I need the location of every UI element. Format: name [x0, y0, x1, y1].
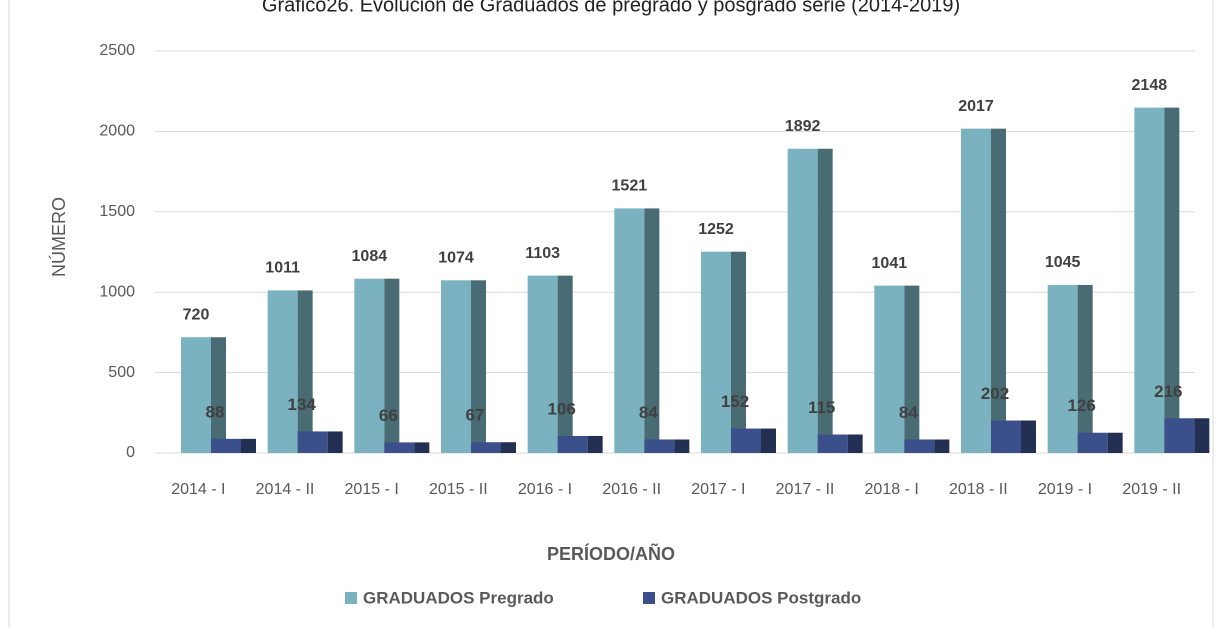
data-label: 1521 [612, 178, 648, 195]
bar-side [414, 442, 430, 453]
data-label: 88 [206, 402, 225, 421]
legend-swatch [643, 592, 655, 604]
data-label: 66 [379, 406, 398, 425]
bar [787, 148, 818, 453]
bar [1077, 432, 1108, 453]
bar [817, 434, 848, 453]
bar [181, 337, 211, 453]
x-tick-label: 2015 - II [429, 481, 488, 498]
chart-frame [8, 0, 1214, 628]
data-label: 126 [1067, 396, 1095, 415]
bar-side [384, 278, 400, 453]
x-tick-label: 2019 - II [1122, 481, 1181, 498]
bar-side [587, 435, 603, 453]
bar [384, 442, 415, 453]
data-label: 1084 [352, 248, 388, 265]
bar [731, 428, 761, 453]
x-tick-label: 2018 - II [949, 481, 1008, 498]
bar [874, 285, 905, 453]
data-label: 1011 [265, 260, 300, 277]
bar-side [674, 439, 690, 453]
bar-side [1194, 418, 1210, 453]
data-label: 1103 [525, 245, 560, 262]
x-tick-label: 2017 - II [776, 481, 835, 498]
bar [527, 275, 558, 453]
x-axis-title: PERÍODO/AÑO [547, 543, 675, 564]
bar-side [847, 434, 863, 453]
bar [991, 420, 1021, 453]
x-tick-label: 2015 - I [345, 481, 399, 498]
bar-side [731, 251, 746, 453]
data-label: 216 [1154, 382, 1182, 401]
bar [267, 290, 298, 453]
data-label: 84 [899, 403, 918, 422]
bar-side [501, 442, 516, 453]
bar-side [1107, 432, 1123, 453]
bar [471, 442, 501, 453]
legend-label: GRADUADOS Pregrado [363, 588, 554, 607]
data-label: 106 [547, 399, 575, 418]
bar [904, 439, 935, 453]
bar [701, 251, 731, 453]
bar-side [991, 128, 1006, 454]
bar [354, 278, 385, 453]
legend-label: GRADUADOS Postgrado [661, 588, 861, 607]
bar [1134, 107, 1165, 454]
bar-side [817, 148, 833, 453]
data-label: 1892 [785, 118, 821, 135]
y-tick-label: 1500 [99, 203, 135, 220]
bar-side [557, 275, 573, 453]
bar [961, 128, 991, 454]
bar-side [934, 439, 950, 453]
y-tick-label: 1000 [99, 283, 135, 300]
bar [1164, 418, 1195, 453]
data-label: 152 [721, 392, 749, 411]
data-label: 2148 [1132, 77, 1168, 94]
bar-side [761, 428, 776, 453]
data-label: 720 [183, 306, 210, 323]
data-label: 67 [466, 406, 485, 425]
bar-side [1164, 107, 1180, 454]
bar-side [1021, 420, 1036, 453]
bar [557, 435, 588, 453]
chart-title: Gráfico26. Evolución de Graduados de pre… [262, 0, 960, 16]
data-label: 1045 [1045, 254, 1081, 271]
bar-side [904, 285, 920, 453]
data-label: 1074 [438, 250, 474, 267]
data-label: 115 [808, 398, 835, 417]
bar [441, 280, 471, 453]
x-tick-label: 2016 - I [518, 481, 572, 498]
data-label: 1252 [698, 221, 734, 238]
y-axis-title: NÚMERO [48, 197, 69, 277]
x-tick-label: 2014 - II [256, 481, 315, 498]
bar [1047, 284, 1078, 453]
legend-swatch [345, 592, 357, 604]
bar-side [644, 208, 660, 453]
bar-side [471, 280, 486, 453]
x-tick-label: 2019 - I [1038, 481, 1092, 498]
x-tick-label: 2014 - I [171, 481, 225, 498]
y-tick-label: 0 [126, 444, 135, 461]
bar-side [297, 290, 313, 453]
data-label: 134 [287, 395, 316, 414]
bar-side [1077, 284, 1093, 453]
bar-side [327, 431, 343, 453]
y-tick-label: 500 [108, 364, 135, 381]
x-tick-label: 2017 - I [691, 481, 745, 498]
x-tick-label: 2018 - I [865, 481, 919, 498]
data-label: 202 [981, 384, 1009, 403]
bar-side [241, 438, 256, 453]
data-label: 2017 [958, 98, 994, 115]
y-tick-label: 2500 [99, 42, 135, 59]
data-label: 1041 [872, 255, 908, 272]
bar [614, 208, 645, 453]
bar [211, 438, 241, 453]
x-tick-label: 2016 - II [602, 481, 661, 498]
data-label: 84 [639, 403, 658, 422]
bar-side [211, 337, 226, 453]
bar [297, 431, 328, 453]
y-tick-label: 2000 [99, 123, 135, 140]
bar [644, 439, 675, 453]
